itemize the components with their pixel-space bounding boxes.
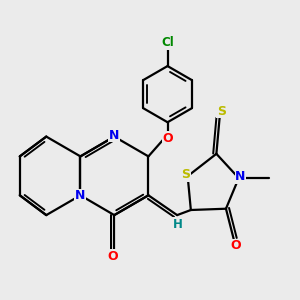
Text: Cl: Cl [161,36,174,49]
Text: H: H [173,218,183,230]
Text: N: N [109,129,119,142]
Text: N: N [235,170,245,183]
Text: N: N [75,190,85,202]
Text: O: O [107,250,118,263]
Text: O: O [230,239,241,252]
Text: O: O [162,132,173,145]
Text: S: S [182,168,190,181]
Text: S: S [217,105,226,118]
